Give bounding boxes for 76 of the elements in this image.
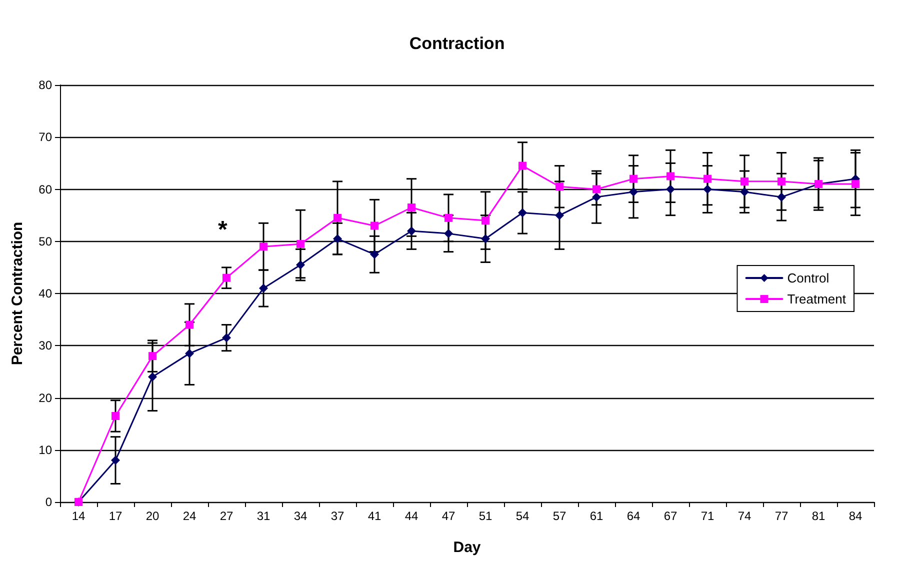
x-tick-label: 24 bbox=[182, 509, 196, 523]
point bbox=[666, 172, 674, 180]
y-axis-title: Percent Contraction bbox=[9, 222, 26, 366]
point bbox=[482, 216, 490, 225]
point bbox=[259, 284, 268, 293]
y-tick-label: 80 bbox=[38, 78, 52, 92]
point bbox=[777, 192, 786, 202]
point bbox=[740, 177, 748, 186]
x-tick-label: 67 bbox=[664, 509, 678, 523]
x-axis-title: Day bbox=[453, 539, 482, 556]
point bbox=[185, 348, 194, 358]
x-tick-label: 51 bbox=[478, 509, 492, 523]
point bbox=[852, 180, 860, 188]
x-tick-label: 57 bbox=[552, 509, 566, 523]
x-tick-label: 81 bbox=[812, 509, 826, 523]
x-tick-label: 84 bbox=[848, 509, 862, 523]
chart-title: Contraction bbox=[409, 34, 505, 53]
point bbox=[111, 456, 120, 465]
point bbox=[222, 333, 231, 342]
x-tick-label: 74 bbox=[738, 509, 752, 523]
annotation: * bbox=[218, 216, 228, 244]
point bbox=[222, 274, 230, 282]
point bbox=[630, 174, 638, 183]
point bbox=[370, 222, 378, 230]
point bbox=[556, 182, 564, 191]
x-tick-label: 27 bbox=[220, 509, 234, 523]
x-tick-label: 61 bbox=[590, 509, 604, 523]
x-tick-label: 37 bbox=[330, 509, 344, 523]
y-tick-label: 50 bbox=[38, 234, 52, 248]
point bbox=[555, 210, 564, 220]
point bbox=[704, 174, 712, 183]
point bbox=[592, 185, 600, 194]
point bbox=[518, 208, 527, 218]
x-tick-label: 14 bbox=[72, 509, 86, 523]
point bbox=[112, 412, 120, 420]
point bbox=[592, 192, 601, 202]
y-tick-label: 10 bbox=[38, 442, 52, 457]
x-tick-label: 41 bbox=[368, 509, 382, 523]
point bbox=[408, 203, 416, 212]
x-tick-label: 77 bbox=[774, 509, 788, 523]
x-tick-label: 64 bbox=[626, 509, 640, 523]
y-tick-label: 40 bbox=[38, 286, 52, 300]
y-tick-label: 60 bbox=[38, 182, 52, 196]
x-tick-label: 34 bbox=[294, 509, 308, 523]
point bbox=[518, 162, 526, 170]
legend-label: Treatment bbox=[787, 292, 846, 306]
point bbox=[296, 240, 304, 248]
legend-label: Control bbox=[787, 270, 830, 286]
point bbox=[444, 214, 452, 222]
point bbox=[407, 226, 416, 236]
y-tick-label: 0 bbox=[45, 495, 52, 509]
point bbox=[260, 242, 268, 251]
y-tick-label: 30 bbox=[38, 338, 52, 353]
x-tick-label: 44 bbox=[404, 509, 418, 523]
point bbox=[186, 320, 194, 329]
x-tick-label: 17 bbox=[108, 509, 122, 523]
point bbox=[444, 229, 453, 238]
point bbox=[296, 260, 305, 270]
point bbox=[334, 214, 342, 222]
x-tick-label: 54 bbox=[516, 509, 530, 523]
point bbox=[481, 234, 490, 244]
y-tick-label: 70 bbox=[38, 130, 52, 144]
x-tick-label: 71 bbox=[700, 509, 714, 523]
point bbox=[370, 250, 379, 259]
point bbox=[740, 187, 749, 196]
point bbox=[148, 372, 157, 382]
point bbox=[629, 187, 638, 196]
x-tick-label: 31 bbox=[256, 509, 270, 523]
point bbox=[703, 184, 712, 194]
x-tick-label: 47 bbox=[442, 509, 456, 523]
point bbox=[666, 184, 675, 194]
point bbox=[333, 234, 342, 244]
x-tick-label: 20 bbox=[146, 509, 160, 523]
point bbox=[778, 177, 786, 186]
y-tick-label: 20 bbox=[38, 390, 52, 405]
point bbox=[148, 352, 156, 360]
